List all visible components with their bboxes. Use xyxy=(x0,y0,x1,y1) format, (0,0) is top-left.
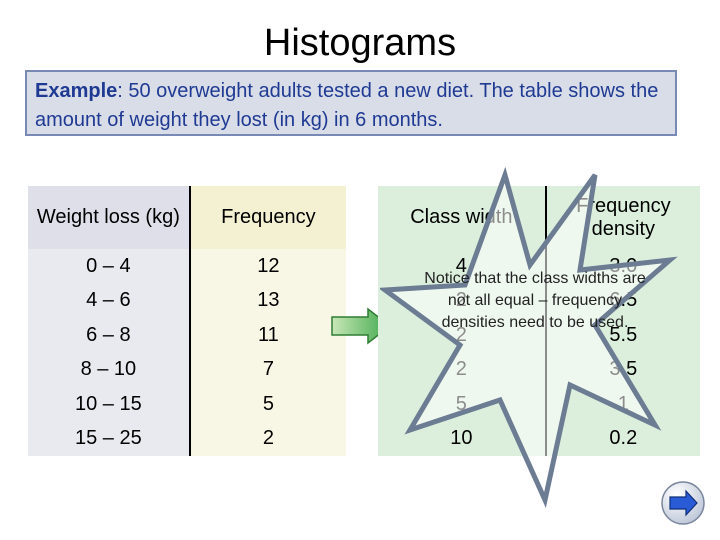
callout-text: Notice that the class widths are not all… xyxy=(424,270,646,331)
frequency-density-cell: 0.2 xyxy=(545,421,700,456)
table-row: 6 – 8 11 xyxy=(28,318,346,353)
header-weight-loss: Weight loss (kg) xyxy=(28,186,191,249)
weight-loss-cell: 8 – 10 xyxy=(28,352,191,387)
star-callout-icon xyxy=(380,166,678,508)
page-title: Histograms xyxy=(263,22,457,64)
weight-loss-cell: 6 – 8 xyxy=(28,318,191,353)
weight-loss-cell: 15 – 25 xyxy=(28,421,191,456)
table-row: 15 – 25 2 xyxy=(28,421,346,456)
frequency-cell: 5 xyxy=(189,387,346,422)
frequency-cell: 2 xyxy=(189,421,346,456)
table-row: 10 – 15 5 xyxy=(28,387,346,422)
table-row: 4 – 6 13 xyxy=(28,283,346,318)
example-box: Example: 50 overweight adults tested a n… xyxy=(25,70,677,136)
frequency-cell: 12 xyxy=(189,249,346,284)
frequency-cell: 7 xyxy=(189,352,346,387)
next-slide-icon[interactable] xyxy=(660,480,706,526)
weight-loss-cell: 10 – 15 xyxy=(28,387,191,422)
frequency-cell: 13 xyxy=(189,283,346,318)
weight-loss-cell: 0 – 4 xyxy=(28,249,191,284)
table-row: 0 – 4 12 xyxy=(28,249,346,284)
example-label: Example xyxy=(35,80,118,102)
weight-loss-cell: 4 – 6 xyxy=(28,283,191,318)
header-frequency: Frequency xyxy=(189,186,346,249)
frequency-cell: 11 xyxy=(189,318,346,353)
example-text: : 50 overweight adults tested a new diet… xyxy=(35,80,659,131)
table-row: 8 – 10 7 xyxy=(28,352,346,387)
weight-loss-table: Weight loss (kg) Frequency 0 – 4 12 4 – … xyxy=(28,186,346,456)
